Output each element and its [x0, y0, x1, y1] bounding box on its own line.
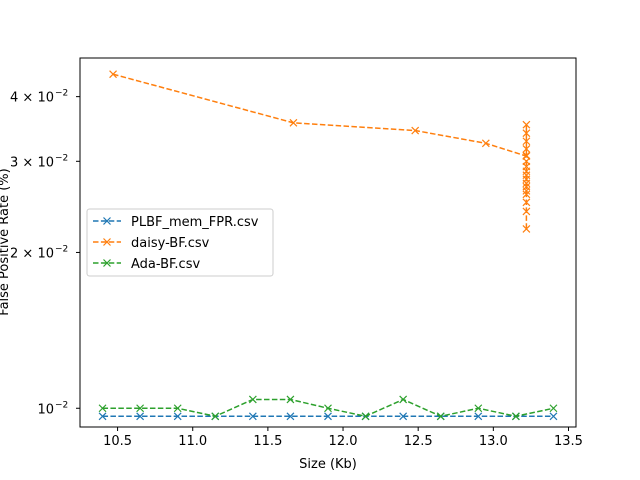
- legend-label: daisy-BF.csv: [131, 236, 210, 251]
- data-point: [136, 412, 145, 421]
- x-tick-label: 12.5: [404, 434, 433, 449]
- y-tick-exponent: −2: [55, 400, 68, 410]
- y-tick-label: 10: [37, 402, 54, 417]
- data-point: [248, 395, 257, 404]
- y-tick-base: 2 × 10: [10, 246, 54, 261]
- series-2: [98, 395, 558, 421]
- data-point: [522, 207, 531, 216]
- data-point: [324, 404, 332, 413]
- data-point: [399, 395, 408, 404]
- x-tick-label: 13.5: [554, 434, 583, 449]
- data-point: [511, 412, 520, 421]
- y-tick-base: 10: [37, 402, 54, 417]
- data-point: [173, 404, 182, 413]
- data-point: [522, 190, 531, 199]
- y-tick-label: 4 × 10: [10, 91, 54, 106]
- data-point: [522, 144, 531, 153]
- legend: PLBF_mem_FPR.csv daisy-BF.csv Ada-BF.csv: [86, 208, 274, 277]
- data-point: [211, 412, 220, 421]
- y-axis: 10 −22 × 10 −23 × 10 −24 × 10 −2: [10, 89, 80, 417]
- data-point: [549, 412, 558, 421]
- data-point: [522, 151, 531, 160]
- data-point: [289, 118, 298, 127]
- data-point: [474, 404, 483, 413]
- data-point: [411, 126, 420, 135]
- x-axis: 10.5 11.0 11.5 12.0 12.5 13.0 13.5: [103, 427, 583, 449]
- data-point: [522, 186, 531, 195]
- data-point: [286, 412, 295, 421]
- data-point: [98, 404, 107, 413]
- series-layer: [98, 70, 558, 421]
- x-tick-label: 11.0: [178, 434, 207, 449]
- data-point: [522, 137, 531, 146]
- legend-entry: Ada-BF.csv: [93, 257, 200, 272]
- y-tick-label: 2 × 10: [10, 246, 54, 261]
- data-point: [361, 412, 370, 421]
- data-point: [109, 70, 117, 79]
- data-point: [324, 412, 332, 421]
- y-tick-exponent: −2: [55, 244, 68, 254]
- x-tick-label: 11.5: [253, 434, 282, 449]
- legend-label: Ada-BF.csv: [131, 257, 200, 272]
- data-point: [286, 395, 295, 404]
- y-tick-label: 3 × 10: [10, 155, 54, 170]
- data-point: [136, 404, 145, 413]
- y-tick-exponent: −2: [55, 89, 68, 99]
- data-point: [522, 198, 531, 207]
- data-point: [474, 412, 483, 421]
- y-tick-base: 3 × 10: [10, 155, 54, 170]
- data-point: [399, 412, 408, 421]
- data-point: [522, 120, 531, 129]
- y-axis-label: False Positive Rate (%): [0, 168, 12, 315]
- legend-entry: daisy-BF.csv: [93, 236, 210, 251]
- x-tick-label: 12.0: [329, 434, 358, 449]
- x-tick-label: 10.5: [103, 434, 132, 449]
- x-axis-label: Size (Kb): [299, 457, 357, 472]
- data-point: [436, 412, 445, 421]
- data-point: [522, 179, 531, 188]
- data-point: [248, 412, 257, 421]
- series-1: [109, 70, 531, 233]
- legend-box: [86, 208, 274, 277]
- data-point: [522, 225, 531, 233]
- data-point: [481, 139, 490, 148]
- plot-frame: [79, 57, 577, 428]
- legend-entry: PLBF_mem_FPR.csv: [93, 215, 259, 230]
- data-point: [173, 412, 182, 421]
- legend-label: PLBF_mem_FPR.csv: [131, 215, 259, 230]
- data-point: [522, 129, 531, 138]
- y-tick-exponent: −2: [55, 153, 68, 163]
- y-tick-base: 4 × 10: [10, 91, 54, 106]
- x-tick-label: 13.0: [479, 434, 508, 449]
- data-point: [549, 404, 558, 413]
- series-line: [112, 73, 528, 229]
- data-point: [98, 412, 107, 421]
